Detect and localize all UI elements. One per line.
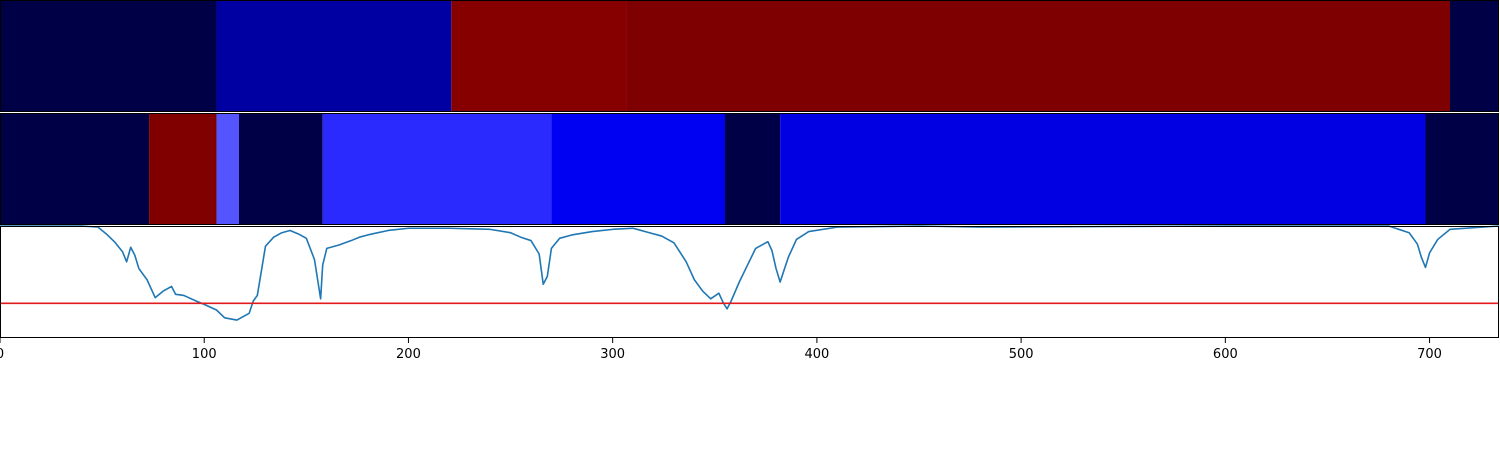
track-1-segment-3 bbox=[451, 0, 627, 112]
score-line bbox=[0, 225, 1500, 321]
track-1-segment-1 bbox=[0, 0, 217, 112]
line-plot-background bbox=[0, 226, 1499, 338]
x-axis: 0 100 200 300 400 500 600 700 bbox=[0, 338, 1442, 362]
track-1-segment-2 bbox=[216, 0, 452, 112]
track-2-segment-2 bbox=[149, 113, 217, 225]
x-tick-label-300: 300 bbox=[600, 347, 625, 362]
heatmap-track-2 bbox=[0, 113, 1499, 225]
track-2-segment-8 bbox=[780, 113, 1426, 225]
track-1-frame bbox=[0, 0, 1499, 112]
x-tick-label-600: 600 bbox=[1213, 347, 1238, 362]
track-2-segment-1 bbox=[0, 113, 150, 225]
x-tick-label-100: 100 bbox=[192, 347, 217, 362]
x-tick-label-0: 0 bbox=[0, 347, 4, 362]
x-tick-label-700: 700 bbox=[1417, 347, 1442, 362]
track-2-segment-7 bbox=[724, 113, 781, 225]
track-2-segment-3 bbox=[216, 113, 239, 225]
line-plot-panel bbox=[0, 225, 1500, 338]
track-1-segment-4 bbox=[626, 0, 1450, 112]
track-1-segment-5 bbox=[1449, 0, 1499, 112]
x-tick-label-200: 200 bbox=[396, 347, 421, 362]
x-tick-label-500: 500 bbox=[1009, 347, 1034, 362]
heatmap-track-1 bbox=[0, 0, 1499, 112]
track-2-frame bbox=[0, 113, 1499, 225]
track-2-segment-4 bbox=[238, 113, 323, 225]
x-tick-label-400: 400 bbox=[804, 347, 829, 362]
track-2-segment-9 bbox=[1425, 113, 1499, 225]
track-2-segment-6 bbox=[551, 113, 725, 225]
track-2-segment-5 bbox=[322, 113, 552, 225]
line-plot-frame bbox=[0, 226, 1499, 338]
